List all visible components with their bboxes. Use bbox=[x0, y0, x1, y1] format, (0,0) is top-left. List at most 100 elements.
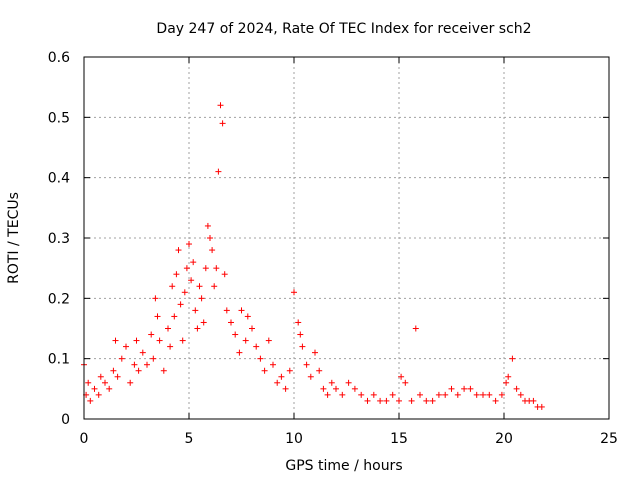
data-point bbox=[398, 373, 405, 380]
data-point bbox=[498, 391, 505, 398]
data-point bbox=[171, 313, 178, 320]
data-point bbox=[261, 367, 268, 374]
data-point bbox=[297, 331, 304, 338]
data-point bbox=[198, 295, 205, 302]
data-point bbox=[204, 222, 211, 229]
x-tick-label: 15 bbox=[390, 431, 408, 447]
data-point bbox=[473, 391, 480, 398]
data-point bbox=[152, 295, 159, 302]
data-point bbox=[530, 397, 537, 404]
data-point bbox=[213, 265, 220, 272]
data-point bbox=[175, 247, 182, 254]
x-tick-labels: 0 5 10 15 20 25 bbox=[80, 431, 618, 447]
data-point bbox=[123, 343, 129, 350]
data-point bbox=[148, 331, 155, 338]
data-point bbox=[97, 373, 104, 380]
axis-ticks bbox=[83, 56, 610, 420]
data-point bbox=[429, 397, 436, 404]
data-point bbox=[517, 391, 524, 398]
data-point bbox=[139, 349, 146, 356]
x-tick-label: 0 bbox=[80, 431, 89, 447]
data-point bbox=[228, 319, 234, 326]
data-point bbox=[127, 379, 134, 386]
y-tick-labels: 0 0.1 0.2 0.3 0.4 0.5 0.6 bbox=[48, 50, 70, 428]
x-tick-label: 5 bbox=[185, 431, 194, 447]
data-point bbox=[87, 397, 94, 404]
data-point bbox=[114, 373, 121, 380]
data-point bbox=[200, 319, 207, 326]
data-point bbox=[312, 349, 318, 356]
data-point bbox=[219, 120, 226, 127]
data-point bbox=[192, 307, 199, 314]
data-point bbox=[179, 337, 186, 344]
data-point bbox=[303, 361, 310, 368]
data-point bbox=[188, 277, 195, 284]
data-points bbox=[81, 102, 545, 410]
data-point bbox=[389, 391, 396, 398]
data-point bbox=[135, 367, 142, 374]
grid-lines bbox=[84, 57, 609, 419]
data-point bbox=[95, 391, 102, 398]
data-point bbox=[154, 313, 161, 320]
data-point bbox=[133, 337, 140, 344]
data-point bbox=[102, 379, 108, 386]
data-point bbox=[505, 373, 512, 380]
data-point bbox=[106, 385, 113, 392]
data-point bbox=[244, 313, 251, 320]
data-point bbox=[423, 397, 430, 404]
data-point bbox=[194, 325, 201, 332]
data-point bbox=[110, 367, 117, 374]
data-point bbox=[503, 379, 510, 386]
data-point bbox=[282, 385, 289, 392]
data-point bbox=[328, 379, 335, 386]
x-axis-label: GPS time / hours bbox=[285, 458, 402, 474]
data-point bbox=[435, 391, 442, 398]
data-point bbox=[257, 355, 264, 362]
data-point bbox=[221, 271, 228, 278]
data-point bbox=[333, 385, 339, 392]
y-tick-label: 0.6 bbox=[48, 50, 70, 66]
data-point bbox=[358, 391, 365, 398]
data-point bbox=[202, 265, 209, 272]
data-point bbox=[396, 397, 402, 404]
data-point bbox=[91, 385, 98, 392]
data-point bbox=[274, 379, 281, 386]
data-point bbox=[169, 283, 176, 290]
data-point bbox=[316, 367, 323, 374]
data-point bbox=[236, 349, 243, 356]
x-tick-label: 10 bbox=[285, 431, 303, 447]
data-point bbox=[211, 283, 218, 290]
data-point bbox=[181, 289, 188, 296]
data-point bbox=[402, 379, 409, 386]
data-point bbox=[167, 343, 174, 350]
y-tick-label: 0 bbox=[61, 412, 70, 428]
data-point bbox=[538, 403, 545, 410]
data-point bbox=[299, 343, 306, 350]
data-point bbox=[364, 397, 371, 404]
data-point bbox=[448, 385, 455, 392]
data-point bbox=[320, 385, 327, 392]
y-tick-label: 0.4 bbox=[48, 171, 70, 187]
data-point bbox=[351, 385, 358, 392]
data-point bbox=[295, 319, 302, 326]
data-point bbox=[209, 247, 216, 254]
x-tick-label: 25 bbox=[600, 431, 618, 447]
data-point bbox=[215, 168, 222, 175]
y-tick-label: 0.1 bbox=[48, 352, 70, 368]
data-point bbox=[412, 325, 419, 332]
data-point bbox=[144, 361, 150, 368]
data-point bbox=[278, 373, 285, 380]
x-tick-label: 20 bbox=[495, 431, 513, 447]
data-point bbox=[442, 391, 449, 398]
data-point bbox=[223, 307, 230, 314]
data-point bbox=[417, 391, 423, 398]
data-point bbox=[160, 367, 167, 374]
data-point bbox=[177, 301, 184, 308]
data-point bbox=[377, 397, 384, 404]
data-point bbox=[112, 337, 119, 344]
data-point bbox=[173, 271, 180, 278]
data-point bbox=[513, 385, 520, 392]
chart-title: Day 247 of 2024, Rate Of TEC Index for r… bbox=[156, 21, 531, 37]
data-point bbox=[486, 391, 493, 398]
data-point bbox=[156, 337, 163, 344]
